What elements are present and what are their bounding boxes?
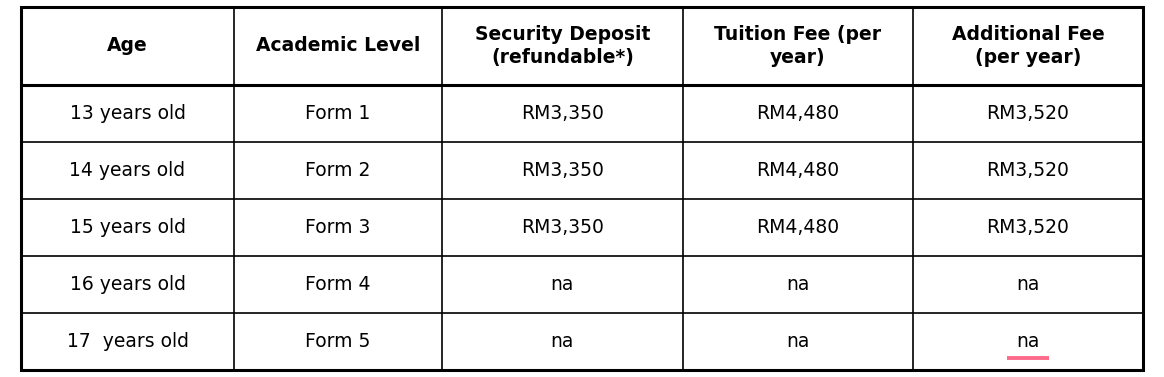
- Bar: [21, 256, 234, 313]
- Text: Age: Age: [107, 36, 148, 55]
- Bar: [683, 7, 913, 85]
- Text: RM3,350: RM3,350: [521, 218, 604, 237]
- Text: Form 4: Form 4: [305, 275, 370, 294]
- Text: na: na: [787, 332, 810, 351]
- Bar: [21, 313, 234, 370]
- Bar: [234, 256, 441, 313]
- Text: na: na: [551, 332, 574, 351]
- Text: RM4,480: RM4,480: [757, 104, 839, 123]
- Bar: [683, 313, 913, 370]
- Text: RM3,350: RM3,350: [521, 161, 604, 180]
- Text: na: na: [1016, 332, 1039, 351]
- Text: RM4,480: RM4,480: [757, 218, 839, 237]
- Text: 16 years old: 16 years old: [70, 275, 185, 294]
- Bar: [913, 199, 1143, 256]
- Text: Form 5: Form 5: [305, 332, 370, 351]
- Bar: [21, 199, 234, 256]
- Bar: [21, 142, 234, 199]
- Bar: [21, 7, 234, 85]
- Bar: [683, 142, 913, 199]
- Bar: [683, 85, 913, 142]
- Text: RM4,480: RM4,480: [757, 161, 839, 180]
- Text: Security Deposit
(refundable*): Security Deposit (refundable*): [475, 25, 650, 67]
- Bar: [441, 199, 683, 256]
- Bar: [441, 85, 683, 142]
- Text: Additional Fee
(per year): Additional Fee (per year): [952, 25, 1105, 67]
- Bar: [234, 85, 441, 142]
- Text: RM3,350: RM3,350: [521, 104, 604, 123]
- Bar: [21, 85, 234, 142]
- Text: Form 2: Form 2: [305, 161, 370, 180]
- Text: 14 years old: 14 years old: [70, 161, 185, 180]
- Text: RM3,520: RM3,520: [987, 161, 1070, 180]
- Bar: [683, 199, 913, 256]
- Bar: [234, 142, 441, 199]
- Text: na: na: [1016, 275, 1039, 294]
- Text: Tuition Fee (per
year): Tuition Fee (per year): [715, 25, 881, 67]
- Bar: [913, 142, 1143, 199]
- Bar: [441, 313, 683, 370]
- Bar: [441, 7, 683, 85]
- Bar: [913, 7, 1143, 85]
- Bar: [441, 142, 683, 199]
- Text: 13 years old: 13 years old: [70, 104, 185, 123]
- Bar: [234, 199, 441, 256]
- Text: Form 3: Form 3: [305, 218, 370, 237]
- Text: Academic Level: Academic Level: [256, 36, 420, 55]
- Bar: [913, 313, 1143, 370]
- Text: na: na: [787, 275, 810, 294]
- Text: Form 1: Form 1: [305, 104, 370, 123]
- Bar: [234, 7, 441, 85]
- Text: RM3,520: RM3,520: [987, 104, 1070, 123]
- Bar: [683, 256, 913, 313]
- Bar: [913, 256, 1143, 313]
- Text: RM3,520: RM3,520: [987, 218, 1070, 237]
- Bar: [234, 313, 441, 370]
- Bar: [913, 85, 1143, 142]
- Text: 17  years old: 17 years old: [66, 332, 189, 351]
- Text: na: na: [551, 275, 574, 294]
- Text: 15 years old: 15 years old: [70, 218, 185, 237]
- Bar: [441, 256, 683, 313]
